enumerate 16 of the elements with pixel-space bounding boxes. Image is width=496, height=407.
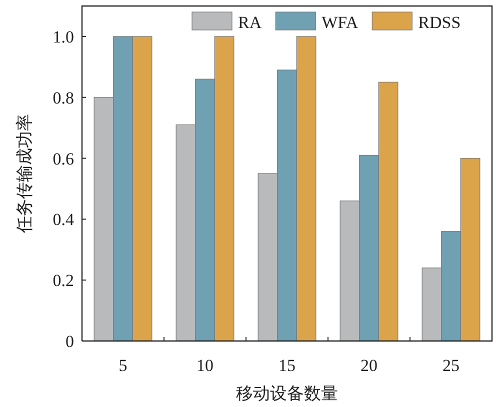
legend-label: RDSS [418,13,461,32]
x-axis-title: 移动设备数量 [236,384,338,403]
y-axis-title: 任务传输成功率 [15,114,34,234]
y-tick-label: 0.8 [52,88,74,108]
x-tick-label: 10 [196,356,214,375]
y-tick-label: 0.4 [52,210,74,230]
y-tick-label: 1.0 [52,27,74,46]
legend-label: WFA [322,13,359,32]
x-tick-label: 20 [360,356,378,375]
y-tick-label: 0 [66,332,74,351]
y-tick-label: 0.2 [52,271,74,290]
legend-label: RA [238,13,262,32]
x-tick-label: 15 [278,356,296,375]
y-tick-label: 0.6 [52,149,74,168]
x-tick-label: 25 [442,356,460,375]
x-tick-label: 5 [118,356,128,375]
